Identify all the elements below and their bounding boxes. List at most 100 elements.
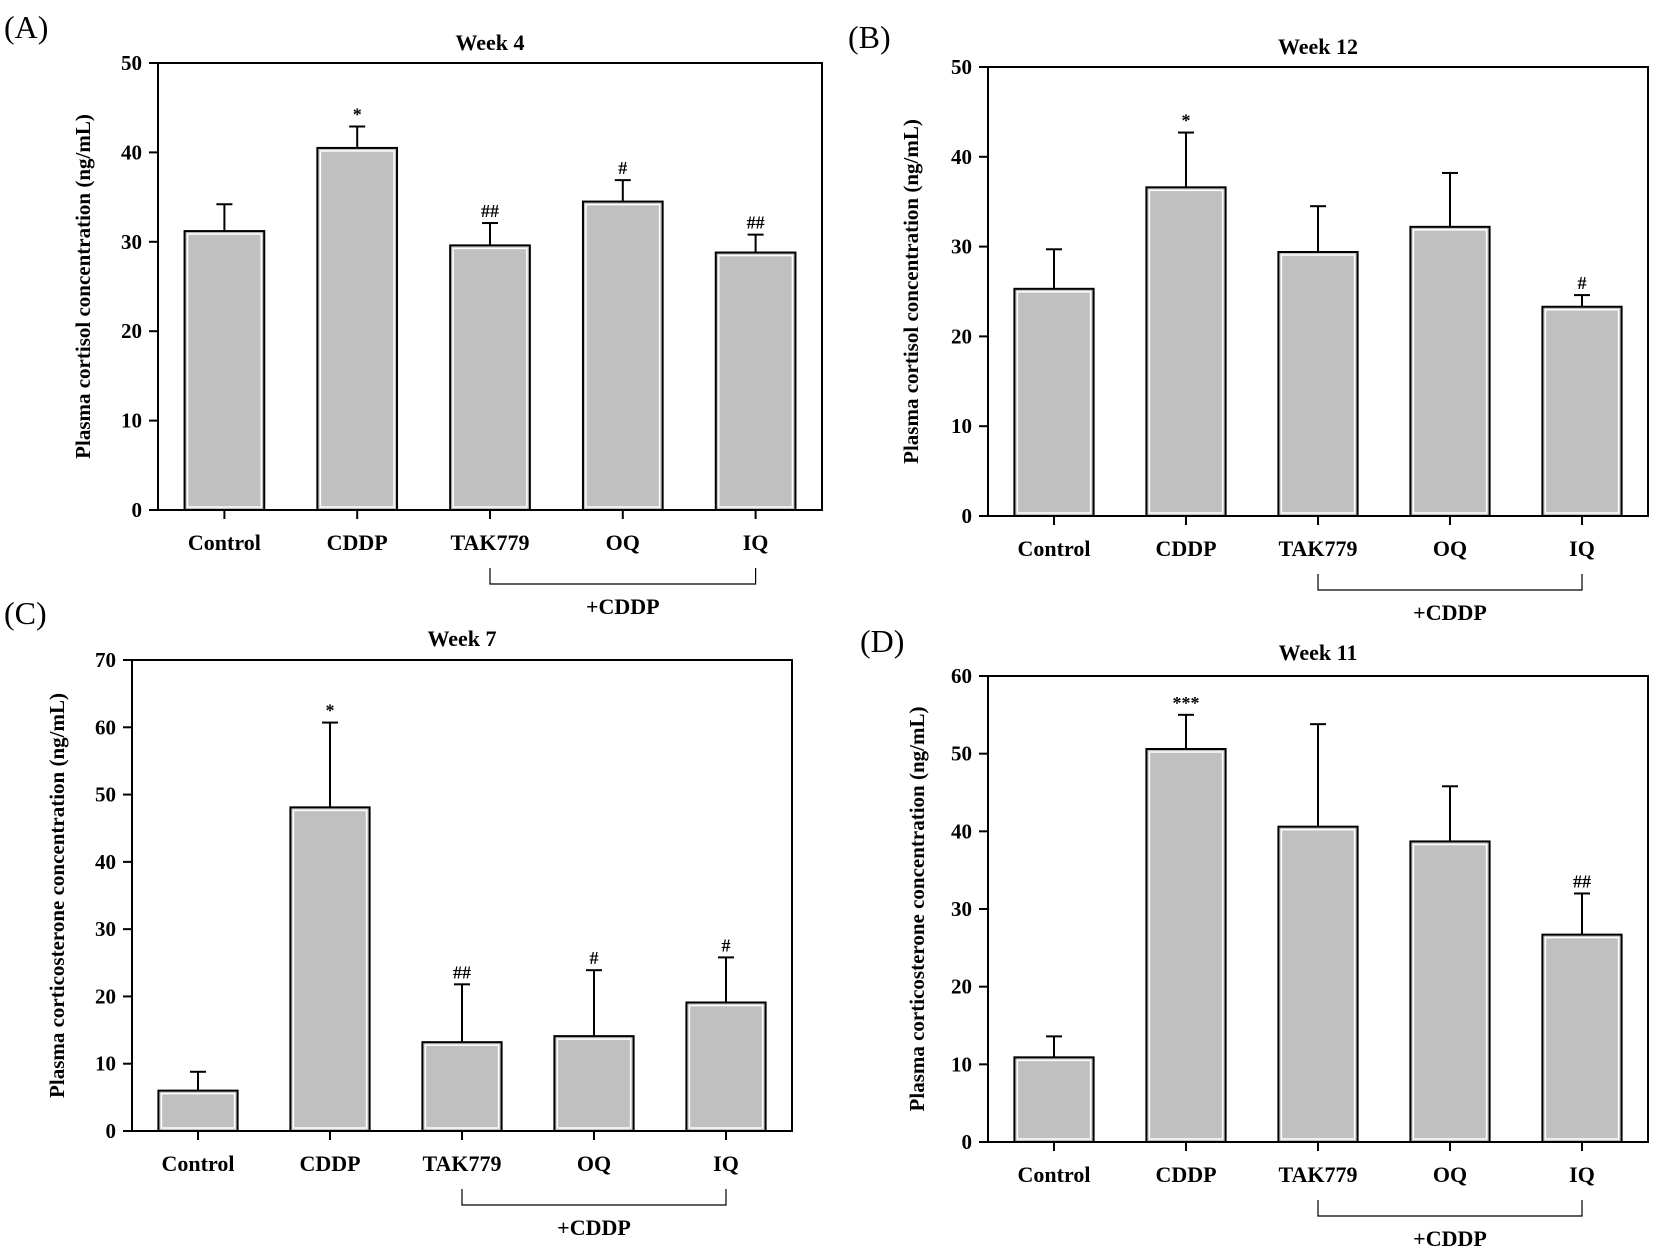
plot-frame (987, 675, 1649, 1143)
bar-highlight (452, 247, 528, 508)
y-tick-label: 30 (95, 917, 116, 941)
bar-highlight (1148, 751, 1224, 1140)
bar-highlight (186, 233, 262, 508)
x-tick-label: TAK779 (422, 1151, 501, 1176)
x-tick-label: TAK779 (450, 530, 529, 555)
chart-panel-a: (A) Week 4 Plasma cortisol concentration (… (4, 9, 823, 619)
bar-oq (1409, 225, 1491, 517)
significance-mark: ## (481, 201, 499, 221)
group-bracket (1317, 574, 1583, 591)
chart-panel-b: (B) Week 12 Plasma cortisol concentration … (848, 19, 1649, 625)
y-tick-label: 20 (95, 984, 116, 1008)
bar-oq (1409, 840, 1491, 1143)
bar-tak779 (449, 244, 531, 511)
x-tick-label: OQ (577, 1151, 611, 1176)
y-axis-label: Plasma corticosterone concentration (ng/… (905, 707, 929, 1112)
significance-mark: ## (1573, 871, 1591, 891)
x-tick-label: Control (188, 530, 261, 555)
panel-label: (A) (4, 9, 48, 45)
bar-highlight (585, 203, 661, 508)
bar-cddp (316, 146, 399, 511)
plot-frame (987, 66, 1649, 517)
bar-highlight (1016, 291, 1092, 514)
significance-mark: # (618, 158, 627, 178)
y-tick-label: 40 (95, 850, 116, 874)
significance-mark: # (722, 935, 731, 955)
panel-label: (C) (4, 595, 47, 631)
x-tick-label: IQ (1569, 1162, 1595, 1187)
bar-highlight (292, 809, 368, 1129)
x-tick-label: CDDP (1155, 1162, 1216, 1187)
y-tick-label: 0 (106, 1119, 117, 1143)
bar-tak779 (1277, 250, 1359, 517)
plot-frame (157, 62, 823, 511)
y-tick-label: 70 (95, 648, 116, 672)
bar-iq (1541, 305, 1623, 517)
bar-cddp (1145, 186, 1227, 517)
bar-tak779 (421, 1041, 503, 1133)
bar-control (1013, 287, 1095, 517)
chart-panel-c: (C) Week 7 Plasma corticosterone concentra… (4, 595, 793, 1240)
chart-title: Week 11 (1279, 640, 1358, 665)
group-bracket (489, 568, 757, 585)
significance-mark: *** (1173, 693, 1200, 713)
significance-mark: * (353, 104, 362, 124)
chart-title: Week 7 (427, 626, 496, 651)
bar-control (157, 1089, 239, 1132)
bar-cddp (289, 806, 371, 1132)
plot-frame (131, 659, 793, 1132)
bar-highlight (688, 1004, 764, 1129)
x-tick-label: OQ (606, 530, 640, 555)
y-tick-label: 40 (951, 819, 972, 843)
x-tick-label: TAK779 (1278, 536, 1357, 561)
y-tick-label: 0 (132, 498, 143, 522)
x-tick-label: CDDP (327, 530, 388, 555)
y-tick-label: 50 (95, 783, 116, 807)
x-tick-label: IQ (1569, 536, 1595, 561)
bar-highlight (1412, 843, 1488, 1140)
chart-title: Week 4 (455, 30, 524, 55)
y-tick-label: 20 (951, 975, 972, 999)
x-tick-label: TAK779 (1278, 1162, 1357, 1187)
y-tick-label: 0 (962, 1130, 973, 1154)
y-tick-label: 10 (951, 414, 972, 438)
bar-highlight (1280, 254, 1356, 514)
significance-mark: # (590, 948, 599, 968)
chart-panel-d: (D) Week 11 Plasma corticosterone concentr… (860, 623, 1649, 1248)
x-tick-label: OQ (1433, 1162, 1467, 1187)
bar-highlight (1016, 1059, 1092, 1140)
bar-iq (685, 1001, 767, 1133)
y-tick-label: 30 (121, 230, 142, 254)
group-bracket-label: +CDDP (1413, 1226, 1487, 1248)
y-tick-label: 20 (121, 319, 142, 343)
x-tick-label: Control (1018, 1162, 1091, 1187)
y-tick-label: 20 (951, 324, 972, 348)
y-axis-label: Plasma cortisol concentration (ng/mL) (71, 114, 95, 459)
y-tick-label: 10 (951, 1052, 972, 1076)
bar-highlight (424, 1044, 500, 1129)
x-tick-label: OQ (1433, 536, 1467, 561)
group-bracket (1317, 1200, 1583, 1217)
group-bracket (461, 1189, 727, 1206)
y-tick-label: 50 (951, 742, 972, 766)
y-tick-label: 0 (962, 504, 973, 528)
significance-mark: ## (453, 962, 471, 982)
bar-highlight (1280, 828, 1356, 1140)
significance-mark: ## (747, 213, 765, 233)
y-tick-label: 60 (95, 715, 116, 739)
group-bracket-label: +CDDP (557, 1215, 631, 1240)
y-tick-label: 30 (951, 897, 972, 921)
significance-mark: * (326, 701, 335, 721)
x-tick-label: CDDP (299, 1151, 360, 1176)
x-tick-label: Control (162, 1151, 235, 1176)
bar-highlight (319, 150, 395, 508)
group-bracket-label: +CDDP (586, 594, 660, 619)
y-axis-label: Plasma corticosterone concentration (ng/… (45, 693, 69, 1098)
bar-highlight (1544, 936, 1620, 1140)
y-axis-label: Plasma cortisol concentration (ng/mL) (899, 119, 923, 464)
significance-mark: # (1578, 273, 1587, 293)
significance-mark: * (1182, 111, 1191, 131)
y-tick-label: 30 (951, 235, 972, 259)
bar-highlight (160, 1092, 236, 1129)
